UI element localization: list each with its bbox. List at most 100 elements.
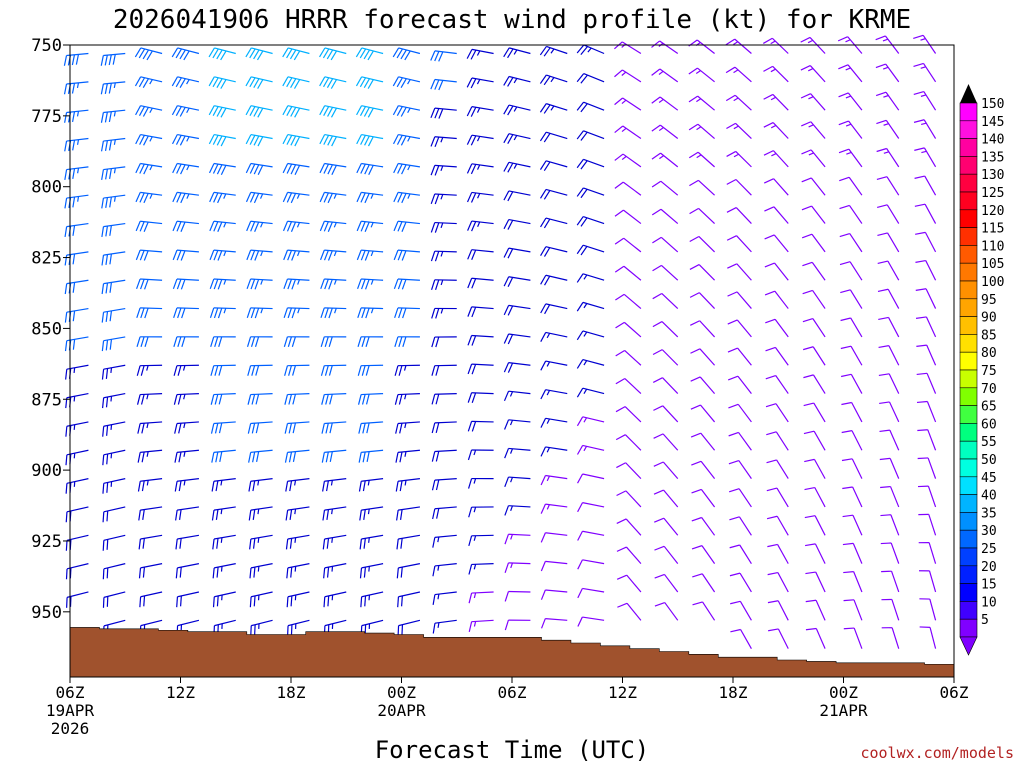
barb-flag (101, 226, 105, 238)
barb-flag (616, 546, 627, 552)
wind-barb (320, 278, 347, 290)
barb-flag (395, 452, 399, 463)
barb-flag (401, 250, 407, 261)
wind-barb (726, 178, 752, 196)
wind-barb (689, 235, 716, 253)
colorbar-swatch (959, 262, 978, 282)
barb-flag (140, 365, 145, 376)
wind-barb (245, 134, 273, 147)
barb-flag (916, 372, 928, 376)
barb-flag (286, 567, 289, 579)
barb-flag (214, 365, 219, 376)
barb-staff (625, 518, 642, 536)
wind-barb (801, 121, 826, 139)
wind-barb (397, 591, 421, 608)
barb-staff (852, 514, 863, 536)
barb-flag (400, 595, 403, 607)
barb-flag (245, 192, 252, 203)
barb-flag (172, 278, 178, 290)
wind-barb (691, 460, 716, 479)
barb-flag (247, 365, 252, 376)
barb-flag (432, 565, 436, 577)
barb-flag (366, 451, 370, 462)
barb-flag (65, 426, 68, 437)
barb-flag (180, 221, 186, 232)
barb-flag (177, 307, 182, 319)
wind-barb (284, 364, 310, 376)
wind-barb (652, 292, 679, 310)
barb-flag (322, 510, 326, 521)
barb-staff (287, 591, 310, 598)
barb-staff (623, 209, 642, 225)
barb-flag (359, 538, 362, 550)
barb-staff (811, 205, 826, 224)
barb-staff (887, 317, 900, 338)
barb-flag (355, 76, 363, 87)
barb-flag (179, 78, 186, 89)
barb-half-flag (334, 308, 337, 314)
barb-flag (393, 163, 399, 174)
barb-flag (838, 120, 849, 126)
barb-flag (802, 318, 814, 323)
barb-flag (139, 163, 145, 174)
barb-flag (434, 279, 440, 291)
barb-staff (698, 264, 716, 281)
barb-half-flag (733, 125, 739, 130)
barb-half-flag (368, 537, 370, 543)
barb-flag (653, 405, 664, 411)
barb-half-flag (808, 96, 814, 100)
barb-flag (766, 487, 778, 492)
colorbar-swatch (959, 298, 978, 317)
barb-flag (218, 365, 223, 376)
barb-flag (209, 307, 215, 319)
wind-barb (843, 627, 863, 649)
barb-flag (208, 76, 215, 87)
wind-barb (321, 449, 347, 463)
wind-barb (540, 589, 568, 600)
barb-flag (875, 63, 886, 69)
barb-half-flag (440, 251, 444, 257)
barb-flag (246, 249, 252, 261)
barb-flag (63, 55, 68, 66)
wind-barb (576, 387, 605, 398)
wind-barb (725, 94, 752, 111)
wind-barb (246, 220, 273, 232)
barb-staff (735, 150, 752, 168)
barb-flag (540, 475, 547, 486)
wind-barb (767, 571, 789, 593)
barb-flag (540, 217, 547, 228)
barb-flag (292, 365, 296, 376)
barb-staff (471, 591, 494, 594)
y-tick-label: 950 (31, 603, 62, 623)
barb-flag (540, 503, 546, 514)
barb-flag (255, 365, 260, 376)
wind-barb (321, 392, 347, 405)
barb-flag (367, 79, 374, 89)
wind-barb (540, 560, 568, 572)
barb-flag (220, 50, 227, 61)
barb-flag (577, 530, 583, 541)
barb-flag (653, 433, 664, 439)
barb-staff (888, 401, 900, 423)
barb-flag (180, 164, 186, 175)
barb-staff (398, 506, 421, 511)
colorbar-label: 35 (981, 506, 997, 521)
barb-flag (249, 538, 252, 550)
wind-barb (282, 76, 310, 89)
wind-barb (727, 291, 752, 309)
wind-barb (540, 617, 568, 629)
wind-barb (102, 534, 126, 551)
barb-flag (727, 375, 739, 381)
barb-staff (773, 178, 789, 196)
barb-half-flag (477, 221, 481, 227)
barb-staff (775, 375, 789, 394)
wind-barb (393, 191, 420, 204)
barb-flag (320, 365, 325, 376)
wind-barb (248, 506, 273, 521)
wind-barb (432, 563, 457, 577)
wind-barb (245, 191, 273, 204)
barb-flag (135, 163, 141, 174)
barb-flag (173, 307, 178, 319)
wind-barb (654, 517, 679, 536)
wind-barb (504, 590, 531, 602)
